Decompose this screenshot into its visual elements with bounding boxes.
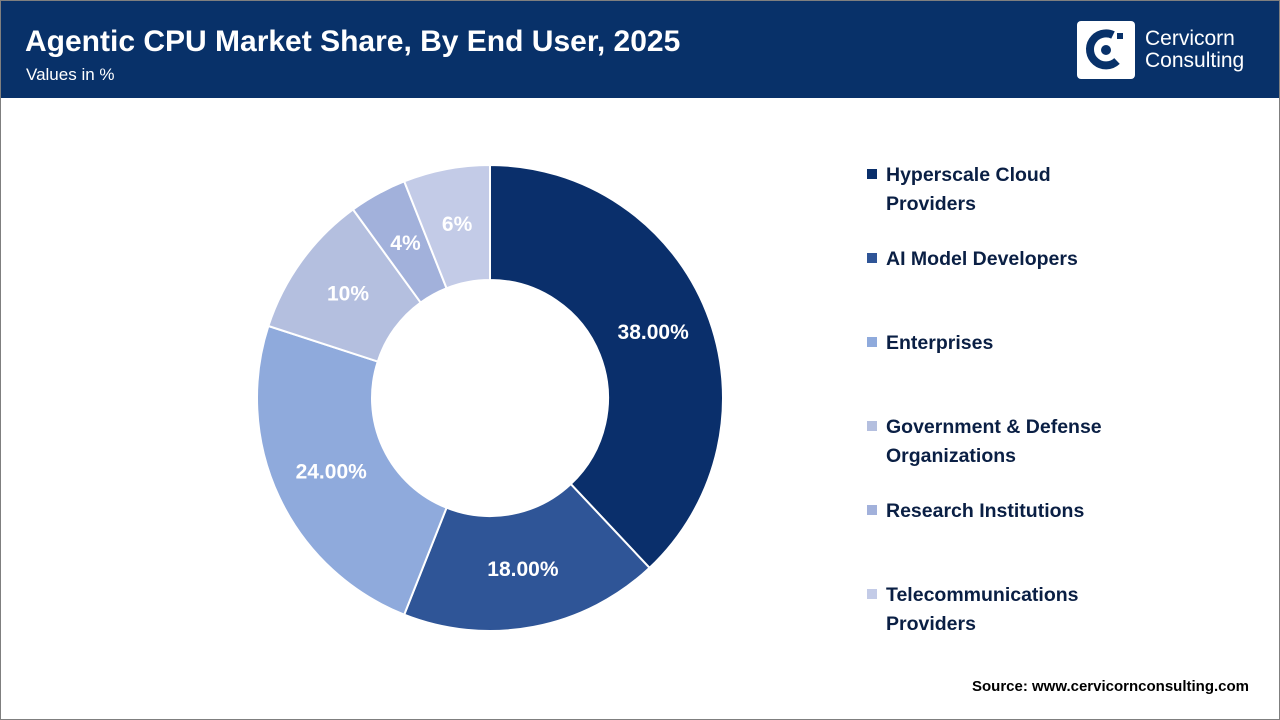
donut-slice (489, 163, 724, 570)
logo-text: Cervicorn (1145, 27, 1235, 50)
legend-label: Telecommunications Providers (886, 584, 1079, 635)
data-label: 6% (442, 213, 473, 236)
logo-dot (1101, 45, 1111, 55)
logo-graphic (1086, 29, 1123, 70)
chart-subtitle: Values in % (26, 65, 115, 84)
donut-slice (256, 324, 448, 616)
legend-swatch (867, 253, 877, 263)
legend-swatch (867, 337, 877, 347)
legend-swatch (867, 505, 877, 515)
chart-title: Agentic CPU Market Share, By End User, 2… (25, 25, 681, 58)
donut-slice (402, 163, 491, 290)
data-label: 4% (390, 232, 421, 255)
legend-swatch (867, 421, 877, 431)
logo-text: Consulting (1145, 49, 1245, 72)
legend-label: AI Model Developers (886, 248, 1078, 270)
data-label: 18.00% (487, 558, 559, 581)
data-label: 10% (327, 282, 369, 305)
legend-label: Hyperscale Cloud Providers (886, 164, 1051, 215)
logo-icon (1077, 21, 1135, 79)
legend-label: Enterprises (886, 332, 994, 354)
legend-swatch (867, 589, 877, 599)
data-label: 38.00% (618, 321, 690, 344)
logo-arc (1086, 29, 1120, 70)
header: Agentic CPU Market Share, By End User, 2… (1, 1, 1279, 98)
logo-square (1117, 33, 1123, 39)
legend-swatch (867, 169, 877, 179)
donut-slice (402, 482, 651, 632)
source-note: Source: www.cervicornconsulting.com (971, 678, 1249, 695)
legend-label: Government & Defense Organizations (886, 416, 1102, 467)
data-label: 24.00% (296, 460, 368, 483)
legend-label: Research Institutions (886, 500, 1085, 522)
